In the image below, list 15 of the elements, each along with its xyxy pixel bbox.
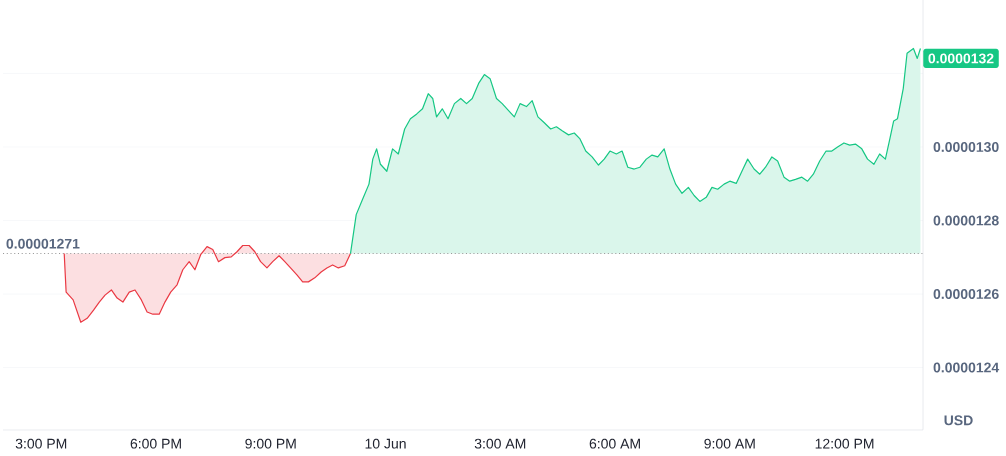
x-tick-label: 6:00 AM — [589, 438, 640, 449]
y-tick-label: 0.0000130 — [933, 142, 999, 152]
ref-line-label: 0.00001271 — [6, 238, 80, 249]
text: 0.0000132 — [928, 53, 994, 64]
x-tick-label: 9:00 AM — [704, 438, 755, 449]
x-tick-label: 6:00 PM — [130, 438, 181, 449]
y-axis-title: USD — [944, 415, 973, 426]
y-tick-label: 0.0000124 — [933, 362, 1000, 373]
x-tick-label: 12:00 PM — [815, 438, 874, 449]
y-tick-label: 0.0000126 — [933, 289, 999, 299]
y-tick-label: 0.0000128 — [933, 215, 999, 226]
x-tick-label: 10 Jun — [365, 438, 406, 449]
x-tick-label: 3:00 PM — [15, 438, 67, 449]
x-tick-label: 3:00 AM — [474, 438, 526, 449]
x-tick-label: 9:00 PM — [245, 438, 296, 449]
